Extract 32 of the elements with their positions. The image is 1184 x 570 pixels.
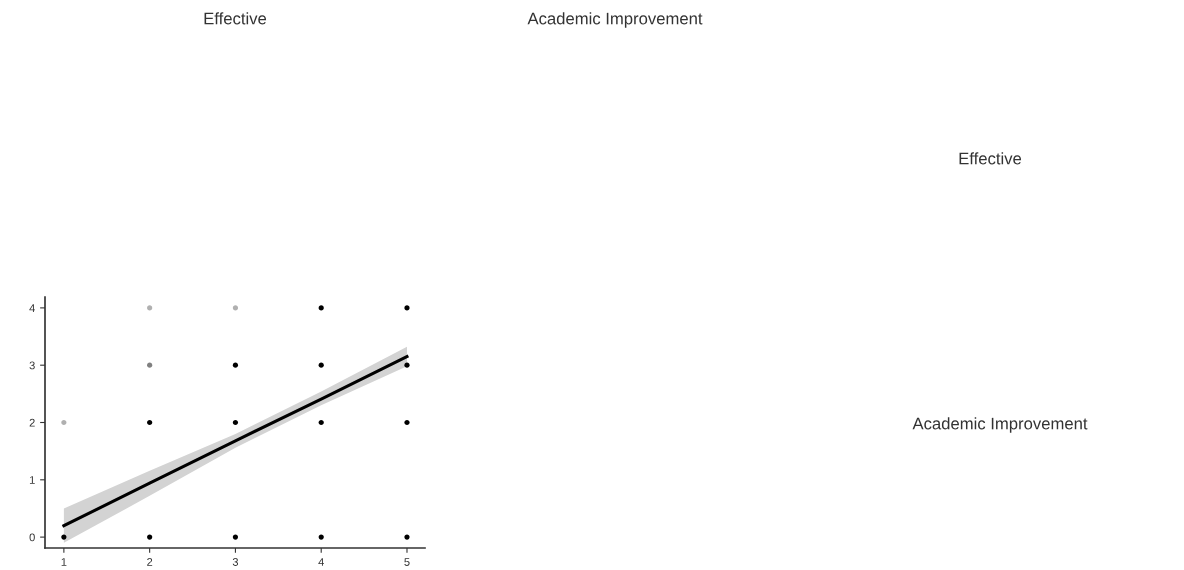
- text: Effective: [959, 152, 1022, 165]
- text: Academic Improvement: [527, 12, 703, 28]
- x-tick-label: 4: [318, 558, 324, 566]
- text: Effective: [204, 12, 267, 25]
- y-tick-label: 2: [29, 418, 35, 427]
- point: [147, 305, 153, 311]
- point: [404, 419, 410, 426]
- point: [147, 362, 153, 368]
- point: [61, 534, 67, 540]
- point: [404, 362, 410, 368]
- x-tick-label: 2: [147, 558, 153, 566]
- point: [232, 305, 239, 311]
- point: [147, 534, 153, 540]
- point: [232, 534, 239, 540]
- text: Academic Improvement: [912, 417, 1088, 433]
- x-tick-label: 1: [61, 558, 67, 566]
- y-tick-label: 3: [29, 361, 35, 370]
- x-tick-label: 3: [232, 558, 239, 566]
- point: [404, 534, 410, 540]
- point: [404, 305, 410, 311]
- point: [147, 419, 153, 426]
- point: [318, 534, 324, 540]
- y-tick-label: 1: [29, 476, 35, 484]
- point: [232, 419, 239, 426]
- point: [318, 305, 324, 311]
- x-tick-label: 5: [404, 558, 410, 566]
- point: [61, 419, 67, 426]
- point: [318, 419, 324, 426]
- y-tick-label: 4: [29, 304, 35, 312]
- point: [318, 362, 324, 368]
- point: [232, 362, 239, 368]
- y-tick-label: 0: [29, 533, 35, 542]
